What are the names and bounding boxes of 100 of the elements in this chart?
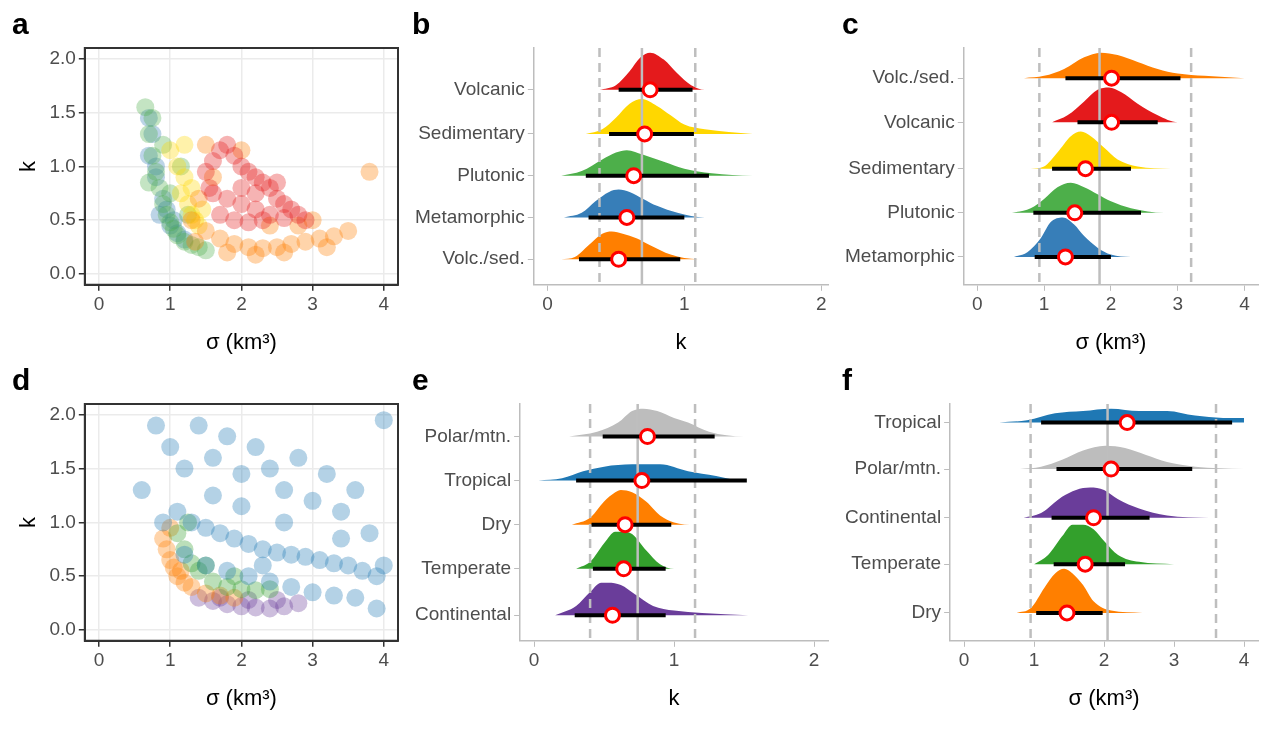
point xyxy=(275,513,294,532)
text: Sedimentary xyxy=(848,156,956,178)
point xyxy=(339,556,358,575)
x-tick-label: 2 xyxy=(236,293,247,315)
text: Sedimentary xyxy=(418,122,526,144)
point xyxy=(196,135,215,154)
y-tick-label: 0.0 xyxy=(49,618,76,640)
x-tick-label: 0 xyxy=(958,649,970,671)
y-tick-label: 2.0 xyxy=(49,403,76,424)
x-axis-title: k xyxy=(675,328,688,354)
point xyxy=(618,208,636,226)
point xyxy=(232,497,251,516)
x-tick-label: 0 xyxy=(528,649,540,671)
point xyxy=(246,245,265,264)
point xyxy=(203,486,222,505)
x-tick-label: 0 xyxy=(93,649,105,671)
point xyxy=(203,448,222,467)
point xyxy=(161,438,180,457)
x-tick-label: 4 xyxy=(1238,649,1250,671)
point xyxy=(232,178,251,197)
point xyxy=(625,167,643,185)
x-tick-label: 4 xyxy=(378,293,390,315)
x-tick-label: 1 xyxy=(1038,293,1050,315)
point xyxy=(633,472,651,490)
point xyxy=(616,516,634,534)
y-axis-title: k xyxy=(15,159,41,172)
point xyxy=(203,572,222,591)
point xyxy=(615,560,633,578)
x-tick-label: 2 xyxy=(236,649,247,671)
point xyxy=(303,583,322,602)
point xyxy=(1118,414,1136,432)
text: Volcanic xyxy=(884,110,955,132)
point xyxy=(175,545,194,564)
text: Volc./sed. xyxy=(442,247,525,269)
point xyxy=(317,238,336,257)
text: Temperate xyxy=(421,557,512,579)
x-tick-label: 0 xyxy=(93,293,105,315)
text: Polar/mtn. xyxy=(424,424,512,446)
x-tick-label: 1 xyxy=(679,293,690,315)
text: Tropical xyxy=(444,468,512,490)
text: Volc./sed. xyxy=(872,66,955,88)
x-axis-title: σ (km³) xyxy=(205,328,277,354)
point xyxy=(374,411,393,430)
point xyxy=(636,125,654,143)
point xyxy=(132,481,151,500)
point xyxy=(168,524,187,543)
point xyxy=(253,211,272,230)
text: Dry xyxy=(481,512,512,534)
point xyxy=(143,108,162,127)
text: Metamorphic xyxy=(844,245,955,267)
x-tick-label: 1 xyxy=(164,649,176,671)
chart-title: a xyxy=(12,7,29,41)
x-axis-title: σ (km³) xyxy=(1075,328,1147,354)
point xyxy=(175,459,194,478)
chart-title: d xyxy=(12,363,31,397)
text: Continental xyxy=(415,603,512,625)
point xyxy=(1077,160,1094,178)
x-tick-label: 1 xyxy=(164,293,176,315)
point xyxy=(232,464,251,483)
point xyxy=(1076,555,1094,573)
point xyxy=(168,502,187,521)
x-axis-title: k xyxy=(668,684,681,710)
y-tick-label: 2.0 xyxy=(49,47,76,68)
point xyxy=(268,173,286,192)
point xyxy=(182,211,201,230)
point xyxy=(246,184,265,203)
y-axis-title: k xyxy=(15,515,41,528)
x-tick-label: 1 xyxy=(1028,649,1040,671)
x-tick-label: 3 xyxy=(1168,649,1180,671)
x-tick-label: 2 xyxy=(1098,649,1110,671)
point xyxy=(275,209,294,228)
chart-title: e xyxy=(412,363,429,397)
point xyxy=(638,428,656,445)
x-tick-label: 2 xyxy=(1105,293,1117,315)
point xyxy=(610,250,628,268)
point xyxy=(161,141,180,160)
x-tick-label: 4 xyxy=(1239,293,1251,315)
point xyxy=(218,561,237,580)
point xyxy=(211,524,230,543)
x-tick-label: 2 xyxy=(808,649,820,671)
x-axis-title: σ (km³) xyxy=(205,684,277,710)
x-tick-label: 3 xyxy=(1172,293,1184,315)
text: Metamorphic xyxy=(414,205,525,227)
point xyxy=(260,459,279,478)
point xyxy=(239,534,258,553)
point xyxy=(1066,204,1084,222)
x-axis-title: σ (km³) xyxy=(1068,684,1140,710)
point xyxy=(360,162,379,181)
point xyxy=(218,427,237,446)
point xyxy=(211,205,230,224)
point xyxy=(374,556,393,575)
x-tick-label: 0 xyxy=(971,293,983,315)
point xyxy=(289,448,308,467)
point xyxy=(182,577,201,596)
point xyxy=(296,211,315,230)
point xyxy=(189,416,208,435)
y-tick-label: 0.5 xyxy=(49,564,76,586)
point xyxy=(139,125,158,144)
point xyxy=(154,513,173,532)
point xyxy=(218,243,237,262)
